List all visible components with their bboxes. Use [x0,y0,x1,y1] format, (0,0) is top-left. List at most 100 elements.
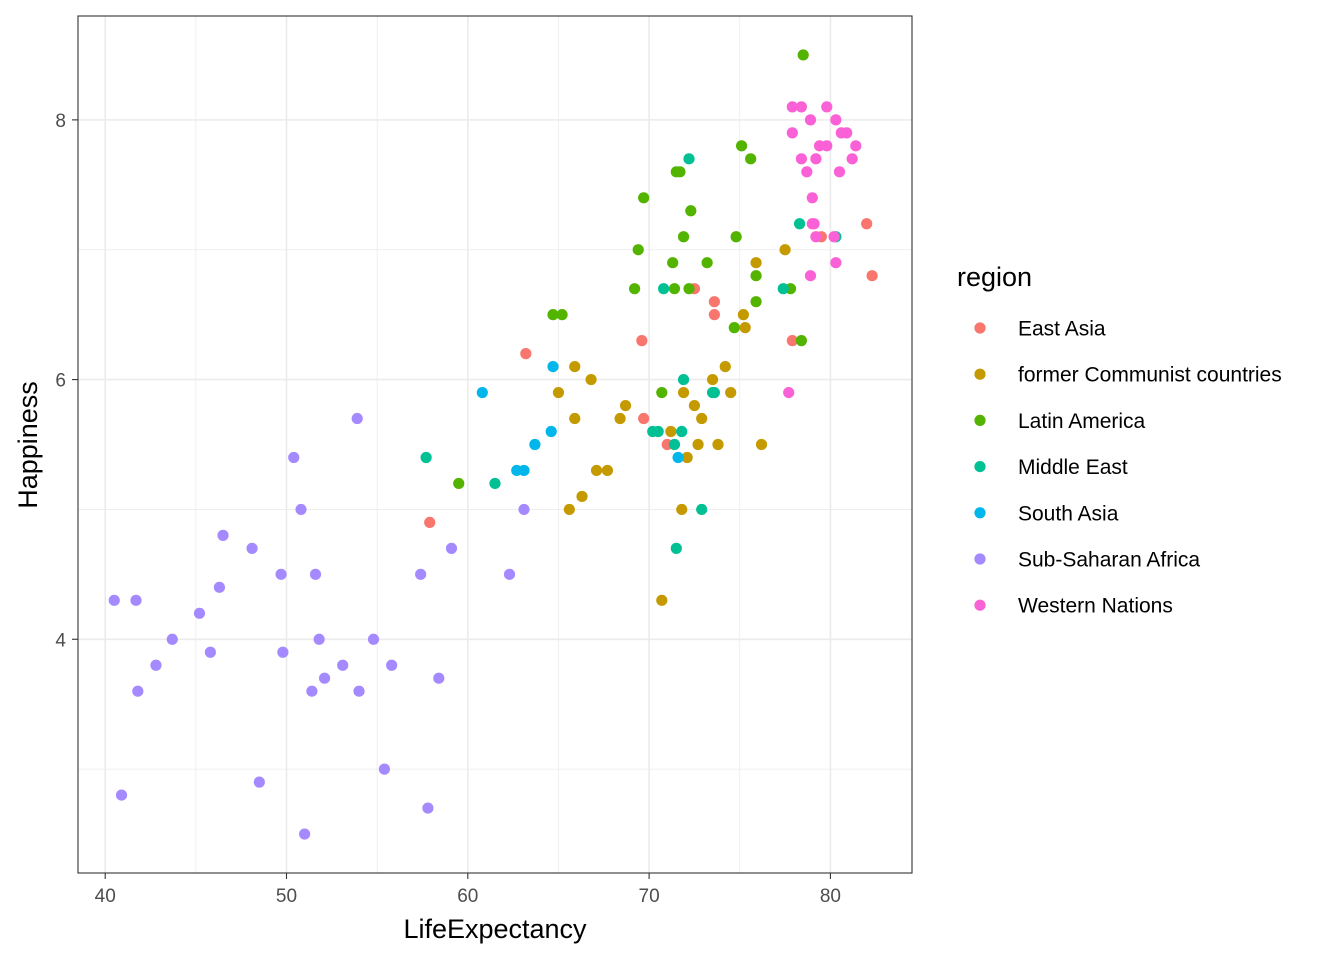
data-point [422,802,434,814]
legend-item: Western Nations [974,595,1173,618]
data-point [708,296,720,308]
y-tick-label: 6 [55,371,66,392]
series-middle-east [420,153,842,554]
legend-label: East Asia [1018,318,1106,341]
data-point [668,438,681,451]
legend-label: South Asia [1018,502,1119,525]
data-point [795,101,808,113]
legend-key [974,414,986,426]
legend-key [974,599,986,611]
series-western-nations [783,101,862,399]
legend-item: Sub-Saharan Africa [974,549,1200,572]
data-point [677,386,690,399]
data-point [246,542,258,554]
legend-item: Middle East [974,456,1128,479]
data-point [629,283,641,295]
data-point [166,633,178,645]
data-point [547,309,559,321]
data-point [737,309,749,321]
legend-label: Sub-Saharan Africa [1018,549,1200,572]
data-point [841,127,853,139]
data-point [590,464,603,477]
data-point [275,568,287,580]
data-point [750,257,762,269]
data-point [712,438,724,451]
legend-label: Middle East [1018,456,1128,479]
data-point [115,789,128,801]
data-point [830,257,842,269]
data-point [833,166,846,178]
data-point [708,309,720,321]
data-point [353,685,365,697]
data-point [804,270,817,282]
data-point [725,386,737,399]
legend-item: former Communist countries [974,364,1282,387]
data-point [556,309,568,321]
x-tick-label: 40 [95,886,116,907]
data-point [786,335,798,347]
data-point [130,594,142,606]
data-point [193,607,206,619]
grid-lines [78,16,912,873]
data-point [658,283,670,295]
x-axis-title: LifeExpectancy [403,914,587,944]
data-point [806,192,818,204]
data-point [677,231,690,243]
data-point [810,231,822,243]
data-point [453,477,465,490]
data-point [795,335,808,347]
series-south-asia [476,360,684,477]
series-sub-saharan-africa [108,412,530,840]
data-point [476,386,488,399]
data-point [299,828,311,840]
data-point [547,360,559,373]
data-point [866,270,878,282]
data-point [688,399,701,412]
data-point [861,218,873,230]
data-point [309,568,322,580]
data-point [777,283,789,295]
y-tick-label: 8 [55,111,66,132]
data-point [701,257,713,269]
legend-key [974,461,986,473]
data-point [755,438,768,451]
series-former-communist-countries [552,244,791,606]
data-point [132,685,144,697]
data-point [696,412,708,425]
data-point [619,399,632,412]
data-point [683,283,695,295]
data-point [667,257,679,269]
data-point [420,451,432,464]
data-point [204,646,216,658]
data-point [730,231,742,243]
data-point [676,503,688,516]
data-point [614,412,626,425]
legend-key [974,322,986,334]
data-point [213,581,226,593]
legend-item: South Asia [974,502,1119,525]
data-point [445,542,458,554]
data-point [783,386,795,399]
y-axis: 4 6 8 [55,111,78,651]
series-latin-america [453,49,809,490]
data-point [295,503,307,516]
data-point [576,490,588,503]
x-axis: 40 50 60 70 80 [95,873,841,907]
data-point [793,218,806,230]
data-point [821,101,833,113]
data-point [786,101,798,113]
legend-item: Latin America [974,410,1146,433]
data-point [850,140,862,152]
data-point [728,322,740,334]
data-point [821,140,833,152]
data-point [518,503,530,516]
data-point [846,153,858,165]
data-point [378,763,391,775]
data-point [518,464,530,477]
data-point [685,205,697,217]
data-point [692,438,704,451]
data-point [786,127,798,139]
data-point [681,451,693,464]
